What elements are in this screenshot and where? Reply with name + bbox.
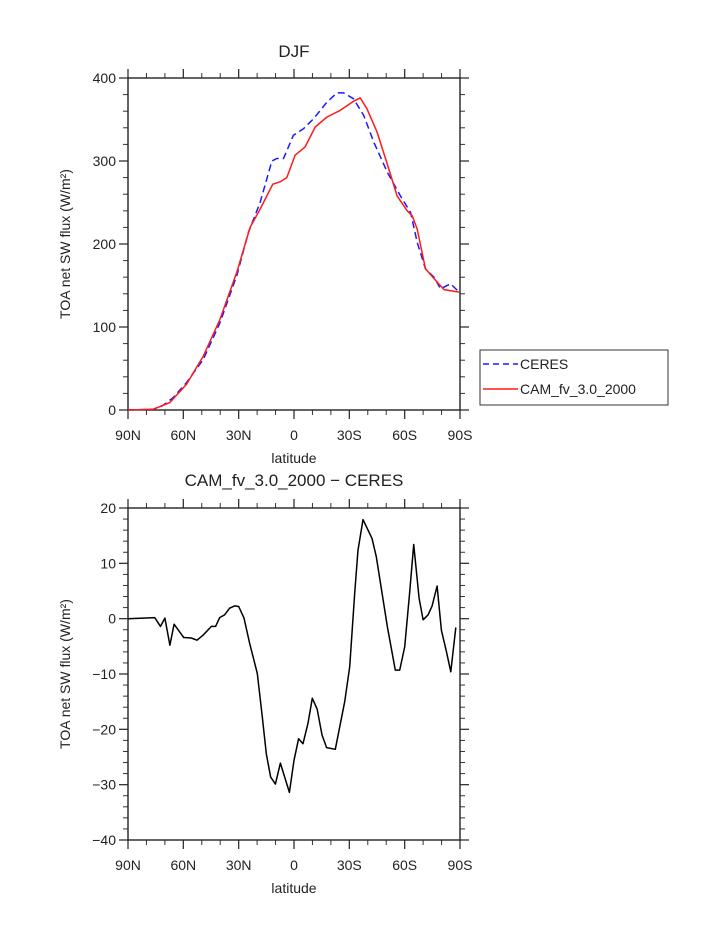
top-x-tick-label: 30N	[226, 427, 252, 443]
bottom-y-tick-label: 10	[100, 555, 116, 571]
bottom-y-tick-label: 20	[100, 500, 116, 516]
top-y-tick-label: 200	[93, 236, 117, 252]
bottom-series-line-difference	[127, 518, 457, 794]
bottom-y-tick-label: −10	[92, 666, 116, 682]
bottom-chart-title: CAM_fv_3.0_2000 − CERES	[185, 471, 404, 490]
top-chart-ylabel: TOA net SW flux (W/m²)	[57, 169, 73, 319]
legend: CERES CAM_fv_3.0_2000	[479, 349, 669, 406]
top-plot-frame	[127, 77, 461, 411]
top-x-tick-label: 60N	[170, 427, 196, 443]
legend-label-ceres: CERES	[520, 356, 568, 372]
bottom-x-tick-label: 30N	[226, 857, 252, 873]
bottom-x-tick-label: 60N	[170, 857, 196, 873]
bottom-x-tick-label: 0	[290, 857, 298, 873]
top-y-tick-label: 400	[93, 70, 117, 86]
top-x-tick-label: 30S	[337, 427, 362, 443]
bottom-chart-xlabel: latitude	[271, 880, 316, 896]
top-series-line-ceres	[127, 92, 460, 411]
bottom-y-tick-label: −30	[92, 777, 116, 793]
top-x-tick-label: 60S	[392, 427, 417, 443]
legend-box	[479, 349, 669, 406]
bottom-x-tick-label: 60S	[392, 857, 417, 873]
top-chart-title: DJF	[278, 42, 309, 61]
bottom-y-tick-label: −20	[92, 721, 116, 737]
top-y-tick-label: 300	[93, 153, 117, 169]
legend-label-cam: CAM_fv_3.0_2000	[520, 381, 636, 397]
top-y-tick-label: 100	[93, 319, 117, 335]
top-x-tick-label: 0	[290, 427, 298, 443]
top-x-tick-label: 90S	[448, 427, 473, 443]
bottom-chart-ylabel: TOA net SW flux (W/m²)	[57, 599, 73, 749]
bottom-x-tick-label: 90S	[448, 857, 473, 873]
bottom-y-tick-label: −40	[92, 832, 116, 848]
top-chart-xlabel: latitude	[271, 450, 316, 466]
bottom-y-tick-label: 0	[108, 611, 116, 627]
bottom-axes: 90N 60N 30N 0 30S 60S 90S −40 −30 −20 −10 0 10 20	[92, 499, 472, 873]
bottom-plot-frame	[127, 507, 461, 841]
bottom-x-tick-label: 90N	[115, 857, 141, 873]
bottom-x-tick-label: 30S	[337, 857, 362, 873]
top-series-line-cam-fv-3-0-2000	[127, 97, 460, 411]
top-y-tick-label: 0	[108, 402, 116, 418]
top-x-tick-label: 90N	[115, 427, 141, 443]
top-axes: 90N 60N 30N 0 30S 60S 90S 0 100 200 300 400	[93, 69, 473, 443]
